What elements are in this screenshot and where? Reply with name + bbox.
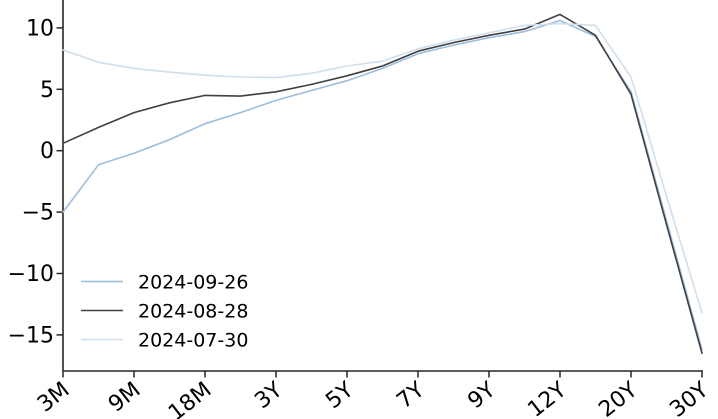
x-tick-label: 3Y xyxy=(250,377,287,414)
x-tick-label: 7Y xyxy=(392,377,429,414)
legend-label: 2024-09-26 xyxy=(138,272,248,294)
x-tick-label: 5Y xyxy=(321,377,358,414)
y-tick-label: −5 xyxy=(22,201,54,226)
legend-entry: 2024-07-30 xyxy=(81,330,248,352)
y-tick-label: −15 xyxy=(8,323,54,348)
y-tick-label: 10 xyxy=(26,16,54,41)
legend-entry: 2024-08-28 xyxy=(81,301,248,323)
x-tick-label: 9M xyxy=(104,378,145,418)
legend-label: 2024-08-28 xyxy=(138,301,248,323)
x-tick-label: 9Y xyxy=(463,377,500,414)
x-tick-label: 18M xyxy=(164,378,216,419)
series-line-2024-08-28 xyxy=(62,13,703,355)
y-tick-label: 5 xyxy=(40,78,54,103)
legend-label: 2024-07-30 xyxy=(138,330,248,352)
x-tick-label: 3M xyxy=(33,378,74,418)
series-line-2024-07-30 xyxy=(62,22,703,314)
series-lines xyxy=(62,13,703,355)
legend: 2024-09-26 2024-08-28 2024-07-30 xyxy=(81,272,248,352)
y-tick-label: −10 xyxy=(8,262,54,287)
y-tick-label: 0 xyxy=(40,139,54,164)
axis-spines xyxy=(62,0,703,372)
x-tick-label: 20Y xyxy=(594,377,642,419)
legend-entry: 2024-09-26 xyxy=(81,272,248,294)
axes: 10 5 0 −5 −10 −15 3M 9M 18M 3Y 5Y 7Y 9Y 12Y 20Y 30Y xyxy=(8,0,714,419)
x-tick-label: 12Y xyxy=(523,377,571,419)
x-tick-label: 30Y xyxy=(665,377,713,419)
